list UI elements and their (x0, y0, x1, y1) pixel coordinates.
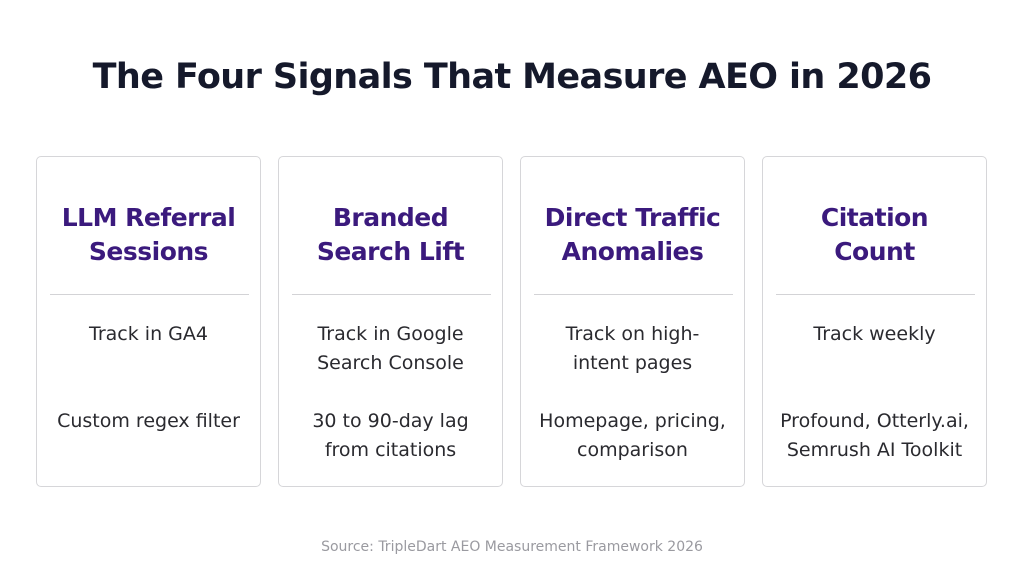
card-title: LLM Referral Sessions (37, 201, 260, 269)
card-track-text: Track in Google Search Console (279, 320, 502, 378)
card-divider (776, 294, 975, 295)
card-title-line: Count (834, 237, 915, 266)
card-title-line: Citation (820, 203, 929, 232)
card-title-line: Direct Traffic (544, 203, 721, 232)
card-detail-line: from citations (324, 439, 457, 461)
card-detail-text: 30 to 90-day lag from citations (279, 407, 502, 465)
card-track-line: Track weekly (813, 323, 936, 345)
card-track-line: Search Console (317, 352, 464, 374)
card-detail-text: Custom regex filter (37, 407, 260, 436)
card-title: Direct Traffic Anomalies (521, 201, 744, 269)
card-citation-count: Citation Count Track weekly Profound, Ot… (762, 156, 987, 487)
card-track-text: Track on high- intent pages (521, 320, 744, 378)
card-track-line: Track in GA4 (89, 323, 208, 345)
card-divider (292, 294, 491, 295)
page-title: The Four Signals That Measure AEO in 202… (92, 57, 932, 97)
card-divider (50, 294, 249, 295)
card-track-line: Track on high- (565, 323, 700, 345)
card-title: Branded Search Lift (279, 201, 502, 269)
card-track-text: Track weekly (763, 320, 986, 349)
card-llm-referral-sessions: LLM Referral Sessions Track in GA4 Custo… (36, 156, 261, 487)
card-title: Citation Count (763, 201, 986, 269)
card-divider (534, 294, 733, 295)
card-title-line: Sessions (88, 237, 209, 266)
card-title-line: Branded (332, 203, 449, 232)
card-title-line: Search Lift (316, 237, 465, 266)
card-title-line: Anomalies (561, 237, 704, 266)
source-caption: Source: TripleDart AEO Measurement Frame… (321, 539, 703, 555)
card-detail-text: Homepage, pricing, comparison (521, 407, 744, 465)
card-branded-search-lift: Branded Search Lift Track in Google Sear… (278, 156, 503, 487)
card-direct-traffic-anomalies: Direct Traffic Anomalies Track on high- … (520, 156, 745, 487)
card-detail-line: Custom regex filter (57, 410, 240, 432)
card-track-line: Track in Google (317, 323, 464, 345)
card-detail-line: Semrush AI Toolkit (786, 439, 963, 461)
card-track-line: intent pages (572, 352, 693, 374)
signal-cards: LLM Referral Sessions Track in GA4 Custo… (36, 156, 988, 489)
card-detail-line: Homepage, pricing, (539, 410, 726, 432)
card-track-text: Track in GA4 (37, 320, 260, 349)
card-title-line: LLM Referral (61, 203, 236, 232)
card-detail-line: comparison (577, 439, 688, 461)
card-detail-line: 30 to 90-day lag (312, 410, 469, 432)
card-detail-line: Profound, Otterly.ai, (780, 410, 969, 432)
card-detail-text: Profound, Otterly.ai, Semrush AI Toolkit (763, 407, 986, 465)
